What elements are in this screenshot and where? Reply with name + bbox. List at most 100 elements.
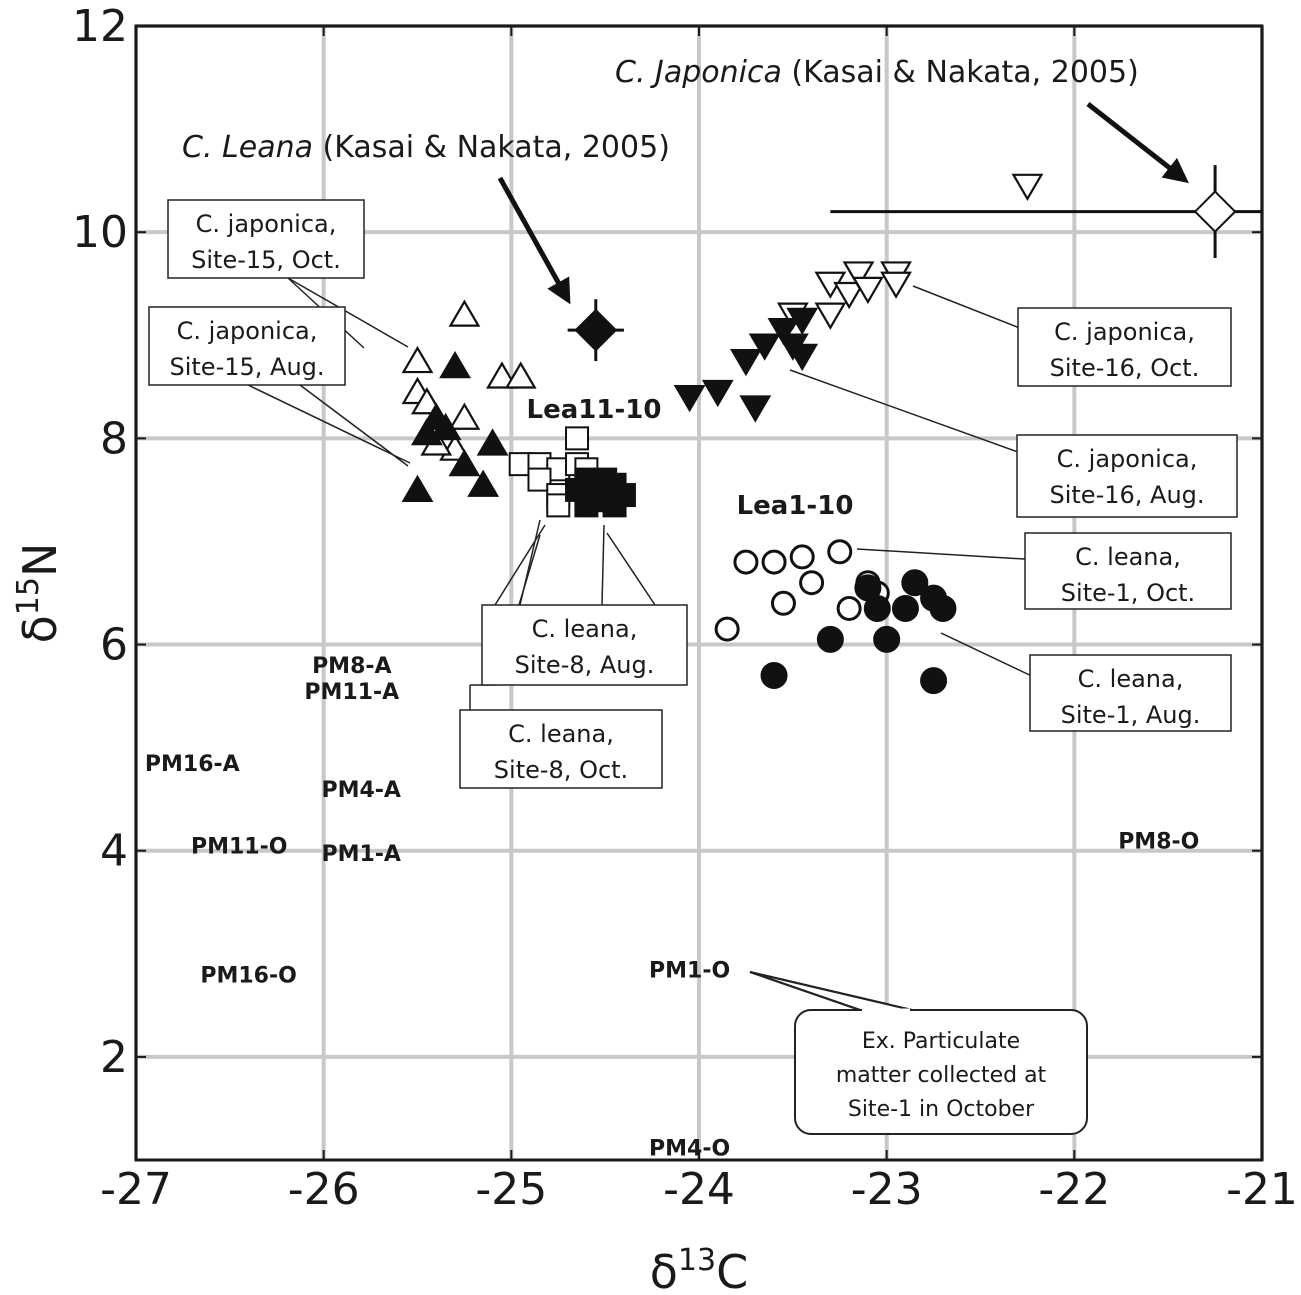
data-point (901, 569, 929, 597)
data-point (448, 402, 481, 430)
callout-text: C. japonica, (196, 210, 337, 238)
callout-leader (247, 384, 411, 464)
pm-label: PM16-O (200, 963, 296, 988)
arrow-c-leana (497, 176, 571, 305)
data-point (842, 261, 875, 289)
callout-text: C. leana, (1078, 665, 1184, 693)
data-point (929, 594, 957, 622)
data-point (873, 625, 901, 653)
data-point (733, 549, 759, 575)
callout-text: Site-8, Oct. (494, 756, 628, 784)
callout-leader (494, 524, 546, 606)
y-tick-label: 10 (72, 207, 128, 258)
pm-label: PM16-A (145, 752, 240, 777)
reference-label-c-leana: C. Leana (Kasai & Nakata, 2005) (182, 130, 670, 165)
data-point (786, 307, 819, 335)
note-text: Ex. Particulate (862, 1029, 1020, 1054)
pm-label: PM8-O (1118, 829, 1199, 854)
data-point (574, 467, 599, 492)
series-7 (565, 467, 636, 518)
series-2 (776, 173, 1044, 330)
data-points (401, 173, 1044, 695)
data-point (760, 661, 788, 689)
series-3 (673, 307, 819, 423)
series-1 (401, 351, 509, 503)
pm-label: PM11-O (191, 835, 287, 860)
callout-leader (601, 524, 605, 606)
callout-text: C. japonica, (1054, 318, 1195, 346)
data-point (1011, 173, 1044, 201)
data-point (761, 549, 787, 575)
data-point (439, 351, 471, 379)
callout-text: Site-8, Aug. (515, 651, 655, 679)
x-tick-label: -22 (1038, 1164, 1110, 1215)
callout-boxes: C. japonica, Site-15, Oct. C. japonica, Sit… (148, 199, 1238, 789)
y-tick-label: 6 (100, 620, 128, 671)
data-point (730, 348, 762, 377)
data-point (880, 271, 912, 299)
callout-text: C. japonica, (1057, 445, 1198, 473)
note-pointer-line (749, 971, 861, 1011)
reference-point (574, 308, 618, 352)
callout-box: C. japonica, Site-16, Oct. (1017, 307, 1232, 387)
callout-text: C. leana, (508, 720, 614, 748)
reference-label-c-japonica: C. Japonica (Kasai & Nakata, 2005) (615, 55, 1139, 90)
data-point (701, 379, 734, 408)
data-point (448, 448, 481, 477)
callout-box: C. japonica, Site-16, Aug. (1016, 434, 1238, 518)
x-tick-label: -25 (475, 1164, 547, 1215)
callout-leader (789, 369, 1041, 461)
data-point (789, 544, 815, 570)
callout-leader (287, 277, 409, 348)
x-tick-label: -26 (288, 1164, 360, 1215)
callout-box: C. leana, Site-1, Aug. (1029, 654, 1232, 732)
y-tick-label: 4 (100, 826, 128, 877)
pm-label: PM4-O (649, 1137, 730, 1162)
callout-box: C. leana, Site-8, Oct. (459, 709, 663, 789)
note-box: Ex. Particulate matter collected at Site-1… (794, 1008, 1088, 1135)
pm-label: PM8-A (312, 654, 391, 679)
cluster-label: Lea11-10 (527, 395, 662, 425)
y-tick-label: 12 (72, 1, 128, 52)
data-point (833, 281, 866, 310)
data-point (851, 276, 884, 305)
data-point (799, 570, 825, 596)
reference-point (1193, 190, 1237, 233)
callout-text: C. japonica, (177, 317, 318, 345)
pm-label: PM1-A (321, 842, 400, 867)
cluster-labels: Lea11-10 Lea1-10 (527, 395, 854, 521)
callout-text: Site-1, Aug. (1061, 701, 1201, 729)
data-point (448, 299, 481, 327)
callout-leader (299, 384, 409, 467)
note-callout: Ex. Particulate matter collected at Site-1… (749, 971, 1088, 1135)
callout-leader (856, 548, 1041, 561)
x-tick-label: -23 (851, 1164, 923, 1215)
note-text: Site-1 in October (848, 1097, 1035, 1122)
pm-label: PM4-A (321, 778, 400, 803)
data-point (920, 667, 948, 695)
data-point (565, 426, 590, 451)
data-point (739, 395, 772, 423)
data-point (814, 302, 847, 330)
series-6 (508, 426, 599, 518)
pm-label: PM1-O (649, 958, 730, 983)
data-point (611, 483, 636, 508)
data-point (401, 474, 434, 503)
data-point (467, 469, 500, 497)
series-5 (760, 569, 957, 695)
callout-box: C. japonica, Site-15, Oct. (167, 199, 365, 279)
data-point (527, 467, 552, 492)
y-tick-label: 2 (100, 1032, 128, 1083)
data-point (504, 361, 537, 389)
y-tick-label: 8 (100, 413, 128, 464)
reference-points (497, 102, 1262, 362)
x-tick-label: -27 (100, 1164, 172, 1215)
data-point (816, 625, 844, 653)
callout-box: C. japonica, Site-15, Aug. (148, 306, 346, 386)
note-text: matter collected at (836, 1063, 1047, 1088)
callout-text: C. leana, (532, 615, 638, 643)
data-point (546, 493, 571, 518)
data-point (891, 594, 919, 622)
data-point (714, 616, 740, 642)
